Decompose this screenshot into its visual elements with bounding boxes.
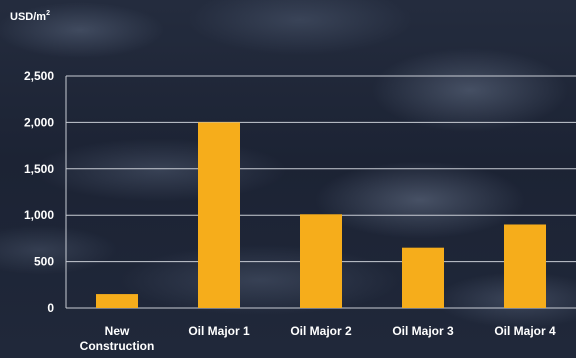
bar <box>402 247 444 308</box>
y-tick-label: 2,500 <box>24 69 54 83</box>
bar <box>96 294 138 308</box>
y-tick-label: 1,000 <box>24 208 54 222</box>
y-tick-label: 1,500 <box>24 162 54 176</box>
y-tick-label: 500 <box>34 255 54 269</box>
y-unit-label: USD/m2 <box>10 10 50 23</box>
x-category-label: Oil Major 4 <box>494 324 556 338</box>
x-category-label: New Construction <box>80 324 155 353</box>
bars <box>96 122 546 309</box>
y-tick-labels: 0 500 1,000 1,500 2,000 2,500 <box>24 69 54 315</box>
bar <box>504 224 546 308</box>
bar <box>198 122 240 309</box>
x-category-label: Oil Major 1 <box>188 324 250 338</box>
x-category-label: Oil Major 3 <box>392 324 454 338</box>
bar <box>300 214 342 308</box>
y-tick-label: 0 <box>47 301 54 315</box>
y-tick-label: 2,000 <box>24 115 54 129</box>
x-category-label: Oil Major 2 <box>290 324 352 338</box>
x-category-labels: New Construction Oil Major 1 Oil Major 2 Oil… <box>80 324 556 353</box>
